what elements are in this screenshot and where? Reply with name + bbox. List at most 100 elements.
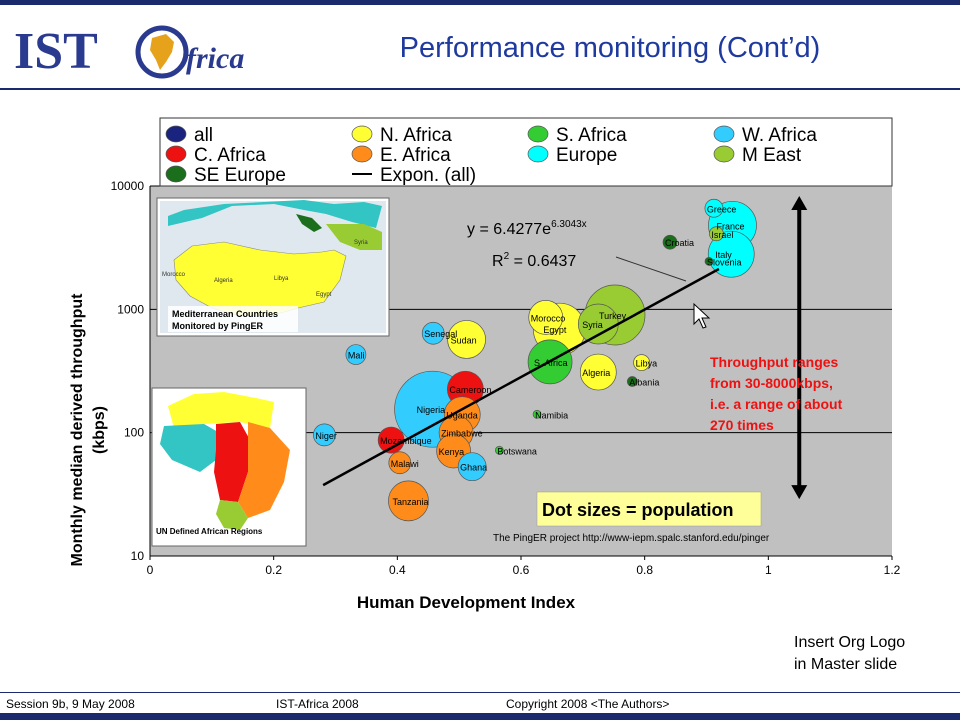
range-text-line3: i.e. a range of about xyxy=(710,396,843,412)
logo-ring xyxy=(135,25,189,79)
point-label: Botswana xyxy=(497,446,537,456)
point-label: Slovenia xyxy=(707,257,742,267)
point-label: Ghana xyxy=(460,463,487,473)
footer-event: IST-Africa 2008 xyxy=(276,697,359,711)
x-tick-labels: 0 0.2 0.4 0.6 0.8 1 1.2 xyxy=(147,563,901,577)
point-label: Tanzania xyxy=(392,497,428,507)
x-axis-label: Human Development Index xyxy=(357,593,576,612)
y-tick-labels: 10 100 1000 10000 xyxy=(111,179,145,563)
point-label: Kenya xyxy=(439,447,465,457)
org-logo-note: Insert Org Logo in Master slide xyxy=(794,632,905,676)
x-tick-label: 0.2 xyxy=(265,563,282,577)
region-central xyxy=(214,422,250,502)
point-label: Israel xyxy=(711,230,733,240)
inset-label-egypt: Egypt xyxy=(316,292,332,298)
se-europe-shape xyxy=(296,214,322,232)
inset-caption-line2: Monitored by PingER xyxy=(172,321,263,331)
inset-label-syria: Syria xyxy=(354,240,368,246)
range-arrow-head-down xyxy=(791,485,808,500)
x-tick-label: 0 xyxy=(147,563,154,577)
legend-swatch xyxy=(351,145,373,163)
point-label: Nigeria xyxy=(417,405,446,415)
data-point xyxy=(707,230,755,278)
point-label: Cameroon xyxy=(449,385,491,395)
y-tick-label: 10000 xyxy=(111,179,145,193)
equation-pointer xyxy=(615,256,687,282)
region-east xyxy=(238,422,290,518)
point-label: Namibia xyxy=(535,410,568,420)
data-point xyxy=(662,234,678,250)
logo-subtext: frica xyxy=(186,42,244,75)
data-point xyxy=(704,256,714,266)
source-note: The PingER project http://www-iepm.spalc… xyxy=(493,533,770,544)
legend-label: W. Africa xyxy=(742,125,817,146)
data-point xyxy=(528,300,564,335)
data-point xyxy=(388,480,429,522)
point-label: Niger xyxy=(315,431,337,441)
data-point xyxy=(345,344,367,365)
inset-caption-regions: UN Defined African Regions xyxy=(156,527,263,536)
footer-copyright: Copyright 2008 <The Authors> xyxy=(506,697,670,711)
point-label: Mali xyxy=(348,351,365,361)
legend-label: all xyxy=(194,125,213,146)
x-tick-label: 0.4 xyxy=(389,563,406,577)
mouse-cursor-icon xyxy=(693,302,711,329)
data-point xyxy=(579,353,617,391)
point-label: Turkey xyxy=(599,311,627,321)
point-label: Italy xyxy=(715,250,732,260)
data-point xyxy=(457,452,487,482)
logo-text: IST xyxy=(14,23,98,80)
mediterranean-inset-map: Morocco Algeria Libya Egypt Syria Medite… xyxy=(156,197,390,337)
legend-label: S. Africa xyxy=(556,125,627,146)
point-label: Libya xyxy=(636,359,658,369)
legend-label: Europe xyxy=(556,145,617,166)
y-axis-label: Monthly median derived throughput (kbps) xyxy=(69,293,108,567)
point-label: Croatia xyxy=(665,238,694,248)
data-point xyxy=(421,321,445,345)
legend-swatch xyxy=(713,145,735,163)
legend-label: C. Africa xyxy=(194,145,266,166)
legend-swatch xyxy=(527,125,549,143)
dot-size-text: Dot sizes = population xyxy=(542,500,734,520)
inset-label-morocco: Morocco xyxy=(162,272,186,278)
ist-africa-logo: IST frica xyxy=(14,23,244,80)
legend-label: N. Africa xyxy=(380,125,452,146)
r-squared-text: R2 = 0.6437 xyxy=(492,251,576,270)
inset-label-libya: Libya xyxy=(274,276,289,282)
equation-text: y = 6.4277e6.3043x xyxy=(467,219,587,238)
trendline xyxy=(322,267,720,487)
inset-caption-line1: Mediterranean Countries xyxy=(172,309,278,319)
x-tick-label: 1.2 xyxy=(884,563,901,577)
legend-swatch xyxy=(527,145,549,163)
footer-divider xyxy=(0,692,960,693)
legend-label: E. Africa xyxy=(380,145,451,166)
range-arrow xyxy=(791,195,808,500)
african-regions-inset-map: UN Defined African Regions xyxy=(151,387,307,547)
range-text-line4: 270 times xyxy=(710,417,774,433)
point-label: France xyxy=(716,221,744,231)
legend-label: M East xyxy=(742,145,802,166)
region-west xyxy=(160,424,218,472)
y-tick-label: 100 xyxy=(124,426,144,440)
data-point xyxy=(388,451,412,475)
legend-label: Expon. (all) xyxy=(380,165,476,186)
range-annotation: Throughput ranges from 30-8000kbps, i.e.… xyxy=(710,354,843,433)
point-label: Egypt xyxy=(543,325,567,335)
point-label: Greece xyxy=(707,204,737,214)
bottom-accent-bar xyxy=(0,713,960,720)
header-divider xyxy=(0,88,960,90)
y-tick-label: 10 xyxy=(131,549,145,563)
point-label: Albania xyxy=(629,377,659,387)
point-label: Algeria xyxy=(582,368,610,378)
inset-label-algeria: Algeria xyxy=(214,278,233,284)
dot-size-note: Dot sizes = population xyxy=(536,491,762,527)
x-tick-label: 0.6 xyxy=(513,563,530,577)
point-label: Senegal xyxy=(424,329,457,339)
x-tick-label: 0.8 xyxy=(636,563,653,577)
point-label: Malawi xyxy=(391,459,419,469)
range-text-line1: Throughput ranges xyxy=(710,354,839,370)
middle-east-shape xyxy=(326,224,382,250)
north-africa-shape xyxy=(173,241,347,317)
data-point xyxy=(532,409,542,419)
legend-swatch xyxy=(713,125,735,143)
